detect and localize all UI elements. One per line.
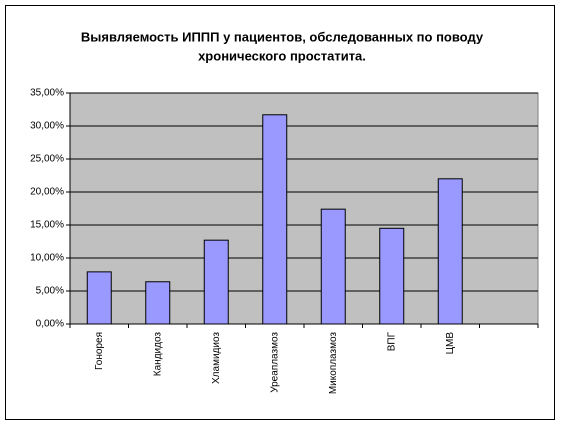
x-tick-label: ЦМВ: [445, 332, 456, 355]
y-tick-label: 35,00%: [30, 88, 64, 99]
x-tick-label: Кандидоз: [152, 332, 163, 377]
y-tick-label: 20,00%: [30, 187, 64, 198]
y-tick-label: 10,00%: [30, 253, 64, 264]
y-tick-label: 30,00%: [30, 121, 64, 132]
y-tick-label: 25,00%: [30, 154, 64, 165]
bar: [203, 239, 229, 325]
chart-title: хронического простатита.: [198, 48, 366, 63]
chart-title: Выявляемость ИППП у пациентов, обследова…: [81, 29, 484, 44]
x-tick-label: Микоплазмоз: [328, 332, 339, 395]
x-tick-label: ВПГ: [386, 331, 397, 351]
x-tick-label: Уреаплазмоз: [269, 332, 280, 393]
bar: [320, 208, 346, 325]
plot-area: [69, 92, 539, 325]
y-tick-label: 5,00%: [36, 286, 64, 297]
x-tick-label: Гонорея: [94, 332, 105, 370]
bar: [437, 178, 463, 325]
bar: [86, 271, 112, 325]
y-tick-label: 0,00%: [36, 319, 64, 330]
bar: [262, 114, 288, 325]
y-tick-label: 15,00%: [30, 220, 64, 231]
x-tick-label: Хламидиоз: [211, 332, 222, 384]
bar: [145, 281, 171, 325]
bar: [379, 227, 405, 325]
